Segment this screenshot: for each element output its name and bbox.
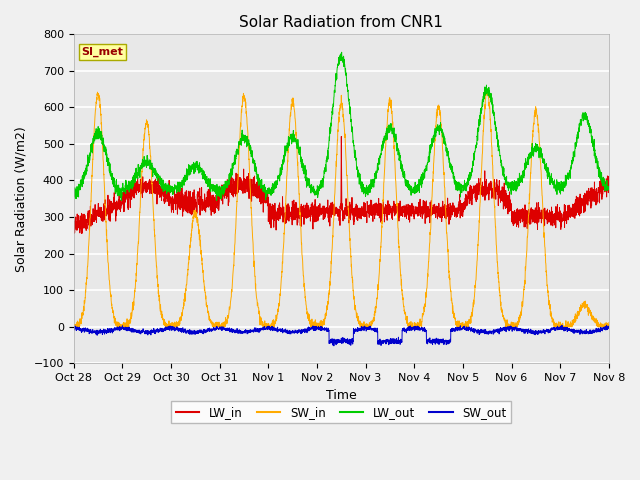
LW_out [597,171,605,177]
Line: LW_out: LW_out [74,52,609,201]
LW_in [70,227,77,233]
LW_in [452,205,460,211]
SW_in [365,324,372,330]
LW_out [365,187,372,192]
Title: Solar Radiation from CNR1: Solar Radiation from CNR1 [239,15,443,30]
SW_out [605,324,612,329]
LW_in [597,178,605,183]
Line: SW_in: SW_in [74,91,609,327]
LW_in [346,217,354,223]
Text: SI_met: SI_met [82,47,124,58]
SW_out [451,325,459,331]
SW_in [605,320,612,325]
SW_out [431,338,439,344]
LW_in [70,230,78,236]
X-axis label: Time: Time [326,389,356,402]
LW_out [103,151,111,156]
SW_in [431,127,439,133]
SW_out [70,325,77,331]
SW_out [603,322,611,328]
LW_out [70,188,77,193]
SW_in [484,88,492,94]
LW_out [432,129,440,134]
SW_out [103,328,111,334]
Legend: LW_in, SW_in, LW_out, SW_out: LW_in, SW_in, LW_out, SW_out [171,401,511,423]
LW_out [605,186,612,192]
LW_in [337,133,345,139]
SW_in [346,236,354,241]
LW_out [346,104,354,110]
LW_in [365,211,372,216]
SW_out [365,325,372,331]
SW_in [103,237,111,242]
SW_in [70,320,77,326]
LW_out [452,178,460,184]
LW_in [103,208,111,214]
SW_out [596,324,604,330]
SW_out [346,338,354,344]
LW_out [338,49,346,55]
LW_in [605,182,612,188]
SW_in [597,324,605,330]
Y-axis label: Solar Radiation (W/m2): Solar Radiation (W/m2) [15,126,28,272]
SW_out [330,343,338,349]
SW_in [70,324,77,330]
Line: LW_in: LW_in [74,136,609,233]
LW_in [432,206,440,212]
Line: SW_out: SW_out [74,325,609,346]
SW_in [451,316,459,322]
LW_out [118,198,125,204]
